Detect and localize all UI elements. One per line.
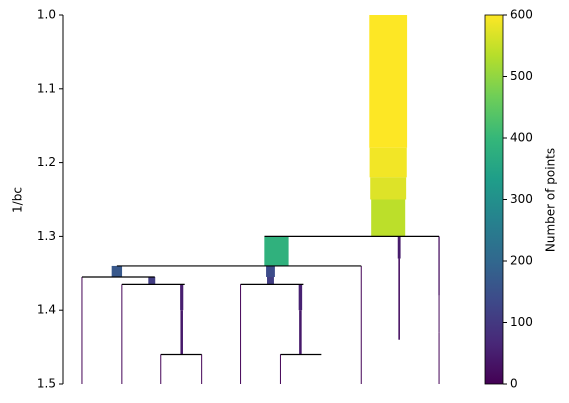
branch	[266, 265, 275, 277]
colorbar-tick-label: 500	[510, 69, 533, 83]
y-axis-label: 1/bc	[11, 187, 25, 213]
branch	[369, 15, 408, 148]
y-tick-label: 1.2	[37, 155, 56, 169]
branch	[279, 354, 281, 384]
y-tick-label: 1.3	[37, 229, 56, 243]
branch	[397, 236, 401, 259]
y-tick-label: 1.5	[37, 377, 56, 391]
branch	[121, 284, 123, 384]
colorbar-tick-label: 0	[510, 377, 518, 391]
branch	[438, 332, 440, 384]
colorbar-tick-label: 100	[510, 315, 533, 329]
y-tick-label: 1.4	[37, 303, 56, 317]
colorbar-tick-label: 600	[510, 8, 533, 22]
branch	[438, 295, 440, 333]
branch	[180, 310, 183, 355]
branch	[360, 265, 362, 384]
colorbar	[484, 14, 504, 385]
branch	[201, 354, 203, 384]
branch	[299, 310, 302, 355]
colorbar-tick-label: 400	[510, 131, 533, 145]
branch	[160, 354, 162, 384]
branch	[369, 147, 407, 178]
colorbar-tick-label: 200	[510, 254, 533, 268]
colorbar-label: Number of points	[544, 148, 558, 252]
branch	[370, 177, 407, 200]
y-tick-label: 1.1	[37, 81, 56, 95]
branch	[371, 199, 406, 237]
branch	[438, 236, 440, 296]
branch	[240, 284, 242, 384]
branch	[267, 276, 274, 285]
branch	[298, 284, 303, 311]
colorbar-tick-label: 300	[510, 192, 533, 206]
branch	[264, 236, 289, 266]
branch	[148, 276, 156, 285]
branch	[111, 265, 123, 277]
branch	[398, 258, 400, 340]
branch	[81, 276, 83, 384]
branch	[180, 284, 184, 311]
y-tick-label: 1.0	[37, 8, 56, 22]
